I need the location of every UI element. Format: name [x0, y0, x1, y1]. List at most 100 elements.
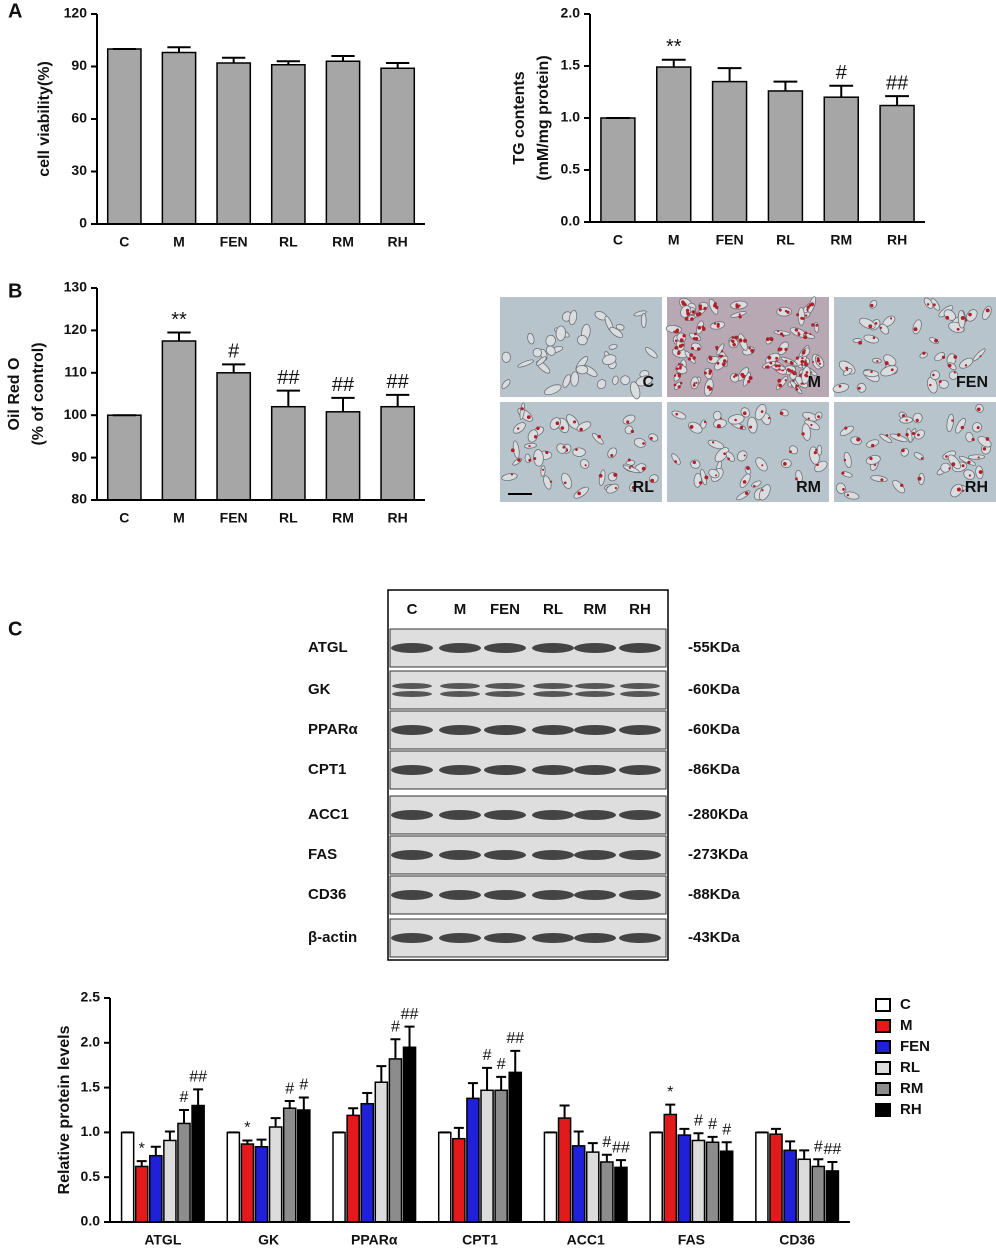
- cell: [573, 486, 589, 499]
- lipid-droplet: [584, 464, 587, 467]
- lipid-droplet: [703, 306, 707, 311]
- cell: [755, 457, 768, 472]
- band: [533, 691, 573, 697]
- lipid-droplet: [795, 356, 799, 360]
- bar: [106, 48, 142, 225]
- y-tick-label: 2.0: [81, 1034, 101, 1050]
- lipid-droplet: [732, 342, 736, 347]
- lipid-droplet: [713, 302, 717, 306]
- lipid-droplet: [690, 346, 695, 350]
- micrograph: M: [665, 296, 829, 397]
- error-bar: [661, 58, 686, 68]
- cell: [912, 412, 923, 424]
- y-tick-label: 110: [64, 364, 87, 380]
- size-label: -43KDa: [688, 929, 740, 946]
- lipid-droplet: [879, 326, 883, 330]
- lipid-droplet: [744, 491, 749, 495]
- cell: [630, 381, 641, 400]
- y-tick-label: 100: [64, 406, 88, 422]
- cell: [671, 410, 687, 420]
- significance-label: #: [836, 62, 848, 84]
- lipid-droplet: [746, 466, 750, 470]
- cell: [633, 310, 647, 317]
- lipid-droplet: [641, 466, 646, 471]
- band: [439, 933, 481, 943]
- lipid-droplet: [680, 339, 683, 342]
- lipid-droplet: [777, 378, 782, 383]
- error-bar: [390, 1038, 401, 1059]
- protein-label: ATGL: [308, 639, 348, 656]
- lipid-droplet: [929, 383, 932, 387]
- band: [439, 810, 481, 820]
- lipid-droplet: [542, 468, 545, 471]
- y-tick-label: 2.5: [81, 989, 101, 1005]
- error-bar: [482, 1066, 493, 1091]
- lipid-droplet: [517, 427, 520, 430]
- y-axis-label: Relative protein levels: [56, 1025, 73, 1194]
- error-bar: [179, 1109, 189, 1124]
- lipid-droplet: [734, 335, 739, 340]
- lipid-droplet: [818, 362, 822, 365]
- lipid-droplet: [642, 442, 645, 445]
- x-tick-label: FEN: [220, 234, 248, 250]
- lipid-droplet: [696, 347, 700, 351]
- band: [619, 643, 661, 653]
- y-tick-label: 80: [71, 491, 87, 507]
- lipid-droplet: [920, 457, 924, 460]
- lipid-droplet: [795, 384, 799, 388]
- cell: [568, 310, 578, 326]
- lipid-droplet: [526, 415, 531, 420]
- error-bar: [276, 389, 300, 407]
- lipid-droplet: [711, 441, 715, 444]
- cell: [501, 379, 511, 389]
- legend-label: RM: [900, 1080, 923, 1097]
- error-bar: [362, 1091, 373, 1104]
- lipid-droplet: [679, 381, 683, 385]
- lipid-droplet: [536, 426, 540, 431]
- cell: [966, 309, 978, 322]
- bar: [437, 1131, 452, 1223]
- lipid-droplet: [872, 336, 876, 340]
- legend-label: FEN: [900, 1038, 930, 1055]
- micrograph-label: RH: [965, 479, 988, 496]
- lipid-droplet: [739, 425, 744, 430]
- band: [391, 890, 433, 900]
- cell: [816, 444, 823, 456]
- error-bar: [601, 1153, 612, 1162]
- lipid-droplet: [817, 415, 821, 419]
- lipid-droplet: [528, 458, 532, 462]
- lipid-droplet: [784, 379, 787, 382]
- blot-strip: [389, 670, 667, 710]
- panel-label: C: [8, 618, 22, 640]
- bar: [649, 1131, 663, 1223]
- lipid-droplet: [778, 368, 781, 371]
- lipid-droplet: [813, 451, 817, 455]
- error-bar: [679, 1127, 690, 1136]
- lipid-droplet: [741, 375, 745, 379]
- cell: [862, 369, 879, 378]
- micrograph-label: M: [808, 374, 821, 391]
- protein-label: β-actin: [308, 929, 357, 946]
- lipid-droplet: [520, 407, 524, 411]
- cell: [543, 384, 562, 396]
- lipid-droplet: [956, 327, 960, 331]
- bar: [282, 1107, 297, 1223]
- size-label: -60KDa: [688, 721, 740, 738]
- y-tick-label: 90: [71, 448, 87, 464]
- lipid-droplet: [858, 340, 863, 345]
- lipid-droplet: [804, 362, 808, 367]
- lipid-droplet: [956, 487, 961, 492]
- bar: [270, 405, 306, 501]
- lipid-droplet: [533, 457, 537, 460]
- lipid-droplet: [614, 486, 618, 490]
- lipid-droplet: [800, 359, 805, 364]
- micrograph: RH: [834, 402, 996, 502]
- bar: [879, 104, 915, 223]
- lipid-droplet: [597, 434, 601, 439]
- cell: [555, 325, 566, 342]
- y-tick-label: 0.5: [81, 1168, 101, 1184]
- error-bar: [284, 1100, 295, 1109]
- lipid-droplet: [982, 447, 987, 451]
- lipid-droplet: [870, 370, 873, 374]
- lipid-droplet: [934, 338, 939, 343]
